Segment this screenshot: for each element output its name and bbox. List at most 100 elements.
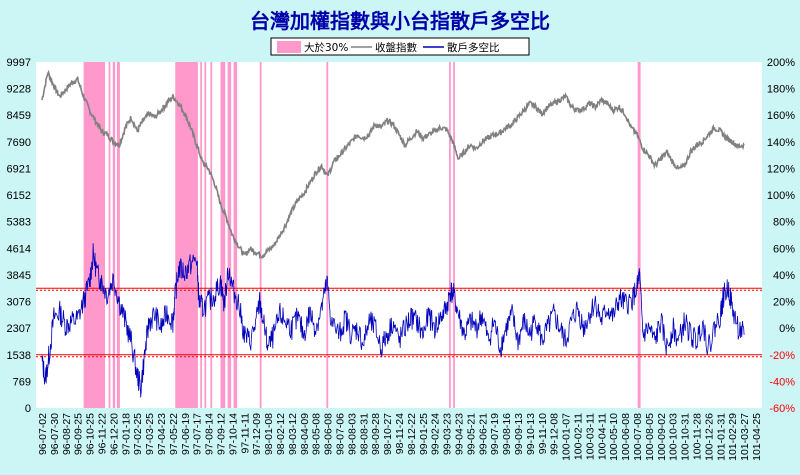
band-over-30 xyxy=(116,62,120,408)
left-tick-label: 3845 xyxy=(7,270,31,282)
x-tick-label: 100-07-08 xyxy=(632,413,644,461)
right-tick-label: 160% xyxy=(767,110,795,122)
x-tick-label: 97-06-19 xyxy=(180,413,192,455)
x-tick-label: 99-01-25 xyxy=(418,413,430,455)
right-tick-label: 180% xyxy=(767,84,795,96)
plot-area xyxy=(36,62,762,408)
x-tick-label: 99-04-23 xyxy=(454,413,466,455)
band-over-30 xyxy=(112,62,116,408)
x-tick-label: 97-04-23 xyxy=(156,413,168,455)
band-over-30 xyxy=(83,62,106,408)
x-tick-label: 97-08-14 xyxy=(204,413,216,455)
right-tick-label: 140% xyxy=(767,137,795,149)
x-tick-label: 99-09-13 xyxy=(513,413,525,455)
left-tick-label: 7690 xyxy=(7,137,31,149)
x-tick-label: 99-06-21 xyxy=(477,413,489,455)
left-axis: 0 769 1538 2307 3076 3845 4614 5383 6152 6921 7690… xyxy=(7,57,31,415)
x-tick-label: 101-01-31 xyxy=(715,413,727,461)
band-over-30 xyxy=(259,62,262,408)
x-tick-label: 99-11-10 xyxy=(537,413,549,454)
x-tick-label: 98-11-24 xyxy=(394,413,406,454)
x-tick-label: 100-10-31 xyxy=(680,413,692,461)
bands-layer xyxy=(83,62,641,408)
legend-label-taiex: 收盤指數 xyxy=(375,41,417,54)
x-tick-label: 97-07-17 xyxy=(192,413,204,455)
x-tick-label: 99-05-21 xyxy=(465,413,477,455)
left-tick-label: 5383 xyxy=(7,217,31,229)
chart-title: 台灣加權指數與小台指散戶多空比 xyxy=(250,9,550,33)
x-tick-label: 98-01-08 xyxy=(263,413,275,455)
x-tick-label: 100-10-03 xyxy=(668,413,680,461)
x-tick-label: 96-08-27 xyxy=(61,413,73,455)
right-tick-label: -20% xyxy=(769,350,795,362)
x-tick-label: 97-02-25 xyxy=(132,413,144,455)
x-tick-label: 99-12-08 xyxy=(549,413,561,455)
band-over-30 xyxy=(204,62,207,408)
left-tick-label: 0 xyxy=(25,403,31,415)
x-tick-label: 99-03-23 xyxy=(442,413,454,455)
right-tick-label: -40% xyxy=(769,376,795,388)
x-axis: 96-07-02 96-07-30 96-08-27 96-09-25 96-10-25… xyxy=(37,413,763,461)
x-tick-label: 100-12-26 xyxy=(703,413,715,461)
x-tick-label: 96-09-25 xyxy=(73,413,85,455)
right-tick-label: 20% xyxy=(773,297,795,309)
x-tick-label: 98-02-12 xyxy=(275,413,287,455)
x-tick-label: 99-08-16 xyxy=(501,413,513,455)
left-tick-label: 8459 xyxy=(7,110,31,122)
x-tick-label: 100-03-11 xyxy=(584,413,596,460)
x-tick-label: 97-09-12 xyxy=(215,413,227,455)
series-layer xyxy=(41,69,745,398)
band-over-30 xyxy=(108,62,111,408)
x-tick-label: 98-05-08 xyxy=(311,413,323,455)
legend-label-band: 大於30% xyxy=(304,41,348,54)
x-tick-label: 97-12-09 xyxy=(251,413,263,455)
left-tick-label: 9228 xyxy=(7,84,31,96)
x-tick-label: 98-10-27 xyxy=(382,413,394,455)
x-tick-label: 97-10-14 xyxy=(227,413,239,455)
x-tick-label: 100-02-11 xyxy=(573,413,585,460)
band-over-30 xyxy=(220,62,226,408)
x-tick-label: 98-08-03 xyxy=(346,413,358,455)
x-tick-label: 96-10-25 xyxy=(85,413,97,455)
left-tick-label: 6921 xyxy=(7,163,31,175)
x-tick-label: 97-11-11 xyxy=(239,413,251,454)
x-tick-label: 97-01-18 xyxy=(120,413,132,455)
right-tick-label: 80% xyxy=(773,217,795,229)
x-tick-label: 98-06-08 xyxy=(323,413,335,455)
left-tick-label: 9997 xyxy=(7,57,31,69)
x-tick-label: 98-08-31 xyxy=(358,413,370,455)
x-tick-label: 101-03-27 xyxy=(739,413,751,461)
right-axis: -60% -40% -20% 0% 20% 40% 60% 80% 100% 120% 140% 16… xyxy=(767,57,795,415)
x-tick-label: 96-07-02 xyxy=(37,413,49,455)
band-over-30 xyxy=(175,62,198,408)
band-over-30 xyxy=(200,62,203,408)
x-tick-label: 100-06-08 xyxy=(620,413,632,461)
band-over-30 xyxy=(227,62,232,408)
band-over-30 xyxy=(210,62,213,408)
x-tick-label: 100-04-11 xyxy=(596,413,608,460)
right-tick-label: 100% xyxy=(767,190,795,202)
legend-box xyxy=(270,37,530,56)
band-over-30 xyxy=(326,62,329,408)
x-tick-label: 101-02-29 xyxy=(727,413,739,461)
x-tick-label: 96-11-22 xyxy=(96,413,108,454)
right-tick-label: -60% xyxy=(769,403,795,415)
right-tick-label: 60% xyxy=(773,243,795,255)
x-tick-label: 98-09-28 xyxy=(370,413,382,455)
x-tick-label: 101-04-25 xyxy=(751,413,763,461)
right-tick-label: 120% xyxy=(767,163,795,175)
taiex-line xyxy=(41,69,745,260)
band-over-30 xyxy=(448,62,451,408)
legend: 大於30% 收盤指數 散戶多空比 xyxy=(270,37,530,56)
legend-swatch-band xyxy=(277,41,301,53)
x-tick-label: 100-09-02 xyxy=(656,413,668,461)
x-tick-label: 99-10-13 xyxy=(525,413,537,455)
left-tick-label: 3076 xyxy=(7,297,31,309)
left-tick-label: 2307 xyxy=(7,323,31,335)
x-tick-label: 98-03-12 xyxy=(287,413,299,455)
x-tick-label: 97-05-22 xyxy=(168,413,180,455)
x-tick-label: 100-08-05 xyxy=(644,413,656,461)
right-tick-label: 40% xyxy=(773,270,795,282)
x-tick-label: 97-03-25 xyxy=(144,413,156,455)
left-tick-label: 1538 xyxy=(7,350,31,362)
